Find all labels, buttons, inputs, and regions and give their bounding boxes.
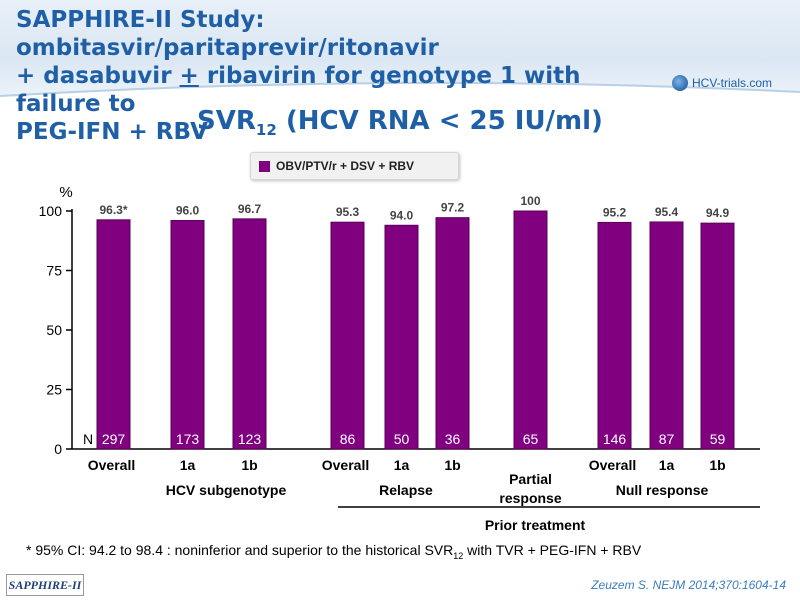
subtitle-rest: (HCV RNA < 25 IU/ml): [276, 106, 603, 136]
bar: [170, 220, 205, 450]
logo-text: HCV-trials.com: [692, 76, 773, 90]
bar-n-label: 146: [603, 431, 627, 447]
subtitle-sub: 12: [255, 121, 277, 140]
title-line-3: PEG-IFN + RBV: [16, 119, 208, 145]
title-line-2-rest: ribavirin for genotype 1 with failure to: [16, 63, 581, 117]
footnote-prefix: * 95% CI: 94.2 to 98.4 : noninferior and…: [26, 542, 454, 558]
title-line-2: + dasabuvir + ribavirin for genotype 1 w…: [16, 62, 656, 118]
globe-icon: [672, 75, 688, 91]
citation: Zeuzem S. NEJM 2014;370:1604-14: [591, 578, 786, 592]
category-label: 1b: [444, 457, 460, 473]
title-line-2-start: + dasabuvir: [16, 63, 180, 89]
super-group-label: Prior treatment: [485, 517, 586, 533]
footnote-sub: 12: [453, 550, 464, 561]
bar-n-label: 86: [340, 431, 356, 447]
bar-value-label: 97.2: [441, 201, 465, 215]
category-label: 1a: [659, 457, 675, 473]
bar-value-label: 100: [520, 194, 540, 208]
bar-n-label: 123: [238, 431, 262, 447]
category-label: 1b: [709, 457, 725, 473]
footnote-suffix: with TVR + PEG-IFN + RBV: [463, 542, 642, 558]
bar-value-label: 95.3: [336, 205, 360, 219]
y-axis-label: %: [59, 184, 72, 201]
legend-label: OBV/PTV/r + DSV + RBV: [276, 159, 415, 173]
category-label: 1b: [241, 457, 257, 473]
y-tick-label: 25: [46, 382, 62, 398]
y-tick-label: 100: [39, 203, 63, 219]
chart-subtitle: SVR12 (HCV RNA < 25 IU/ml): [0, 106, 800, 139]
bar: [649, 221, 684, 450]
category-label: Overall: [88, 457, 135, 473]
bar-n-label: 87: [659, 431, 675, 447]
bar: [330, 221, 365, 450]
bar: [435, 217, 470, 450]
bar-value-label: 95.4: [655, 205, 679, 219]
bar-value-label: 94.0: [390, 208, 414, 222]
site-logo[interactable]: HCV-trials.com: [672, 70, 772, 96]
group-label: HCV subgenotype: [166, 482, 287, 498]
category-label-partial-1: Partial: [509, 471, 552, 487]
category-label-partial-2: response: [499, 490, 561, 506]
subtitle-svr: SVR: [197, 106, 256, 136]
category-label: Overall: [322, 457, 369, 473]
group-label: Relapse: [379, 482, 433, 498]
y-tick-label: 50: [46, 322, 62, 338]
plus-minus-sign: +: [179, 63, 199, 89]
category-label: 1a: [180, 457, 196, 473]
bar-value-label: 96.7: [238, 202, 262, 216]
group-label: Null response: [616, 482, 709, 498]
bar-value-label: 96.3*: [99, 203, 127, 217]
bar-value-label: 95.2: [603, 205, 627, 219]
bar-n-label: 50: [394, 431, 410, 447]
n-label: N: [83, 431, 93, 447]
bar: [232, 218, 267, 450]
bar-n-label: 65: [523, 431, 539, 447]
y-tick-label: 75: [46, 263, 62, 279]
legend-swatch: [259, 160, 270, 172]
slide-title: SAPPHIRE-II Study: ombitasvir/paritaprev…: [16, 6, 656, 146]
bar-value-label: 96.0: [176, 204, 200, 218]
category-label: 1a: [394, 457, 410, 473]
bar-value-label: 94.9: [706, 206, 730, 220]
bar: [513, 210, 548, 450]
bar-n-label: 297: [102, 431, 126, 447]
title-line-1: SAPPHIRE-II Study: ombitasvir/paritaprev…: [16, 7, 439, 61]
bar-n-label: 173: [176, 431, 200, 447]
bar-n-label: 59: [710, 431, 726, 447]
category-label: Overall: [589, 457, 636, 473]
footnote: * 95% CI: 94.2 to 98.4 : noninferior and…: [26, 542, 641, 561]
chart-legend: OBV/PTV/r + DSV + RBV: [250, 152, 459, 180]
bar-n-label: 36: [445, 431, 461, 447]
study-badge: SAPPHIRE-II: [6, 574, 84, 596]
bar: [700, 222, 735, 450]
y-tick-label: 0: [54, 441, 62, 457]
bar: [96, 219, 131, 450]
bar: [597, 221, 632, 450]
bar: [384, 224, 419, 450]
